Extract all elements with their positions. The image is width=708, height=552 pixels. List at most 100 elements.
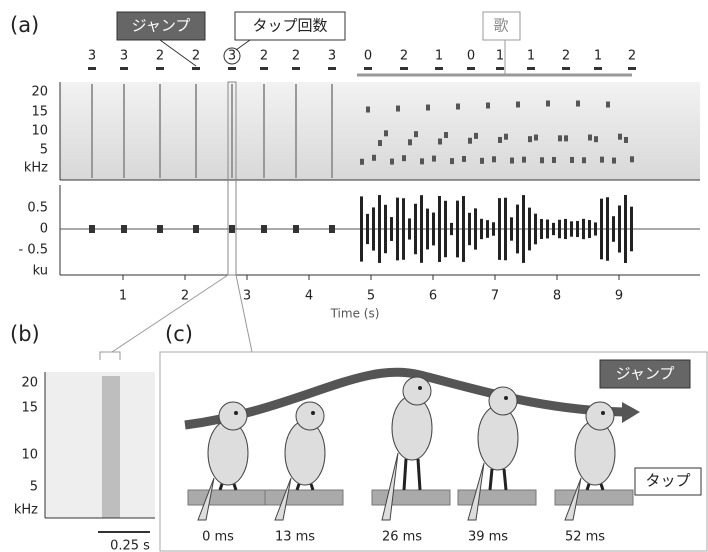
song-spec: [522, 157, 526, 163]
x-axis-label: Time (s): [330, 307, 380, 321]
tap-wave: [229, 225, 235, 233]
song-spec: [390, 159, 394, 165]
tap-count: 3: [120, 49, 128, 64]
bird-body: [478, 406, 518, 470]
song-spec: [600, 157, 604, 163]
scale-label: 0.25 s: [110, 539, 150, 552]
song-spec: [552, 157, 556, 163]
song-wave: [510, 217, 513, 240]
song-spec: [618, 134, 622, 140]
tap-count: 3: [88, 49, 96, 64]
tap-spec: [295, 84, 297, 178]
x-tick-label: 4: [305, 289, 313, 304]
song-wave: [504, 198, 507, 261]
bird-head: [489, 387, 517, 415]
tap-count-label: タップ回数: [252, 17, 327, 35]
song-wave: [624, 195, 627, 263]
tap-count: 2: [562, 49, 570, 64]
x-tick-label: 6: [429, 289, 437, 304]
song-spec: [438, 139, 442, 145]
x-tick-label: 1: [119, 289, 127, 304]
song-spec: [546, 100, 550, 106]
song-spec: [420, 158, 424, 164]
y-tick-label: 0.5: [27, 201, 48, 216]
tap-dash: [192, 67, 200, 70]
song-spec: [588, 135, 592, 141]
song-spec: [402, 155, 406, 161]
song-wave: [486, 220, 489, 238]
tap-count: 2: [260, 49, 268, 64]
bird-body: [285, 421, 325, 485]
song-spec: [612, 158, 616, 164]
song-spec: [378, 140, 382, 146]
song-wave: [522, 195, 525, 263]
perch: [555, 490, 633, 505]
tap-wave: [193, 225, 199, 233]
bird-body: [208, 421, 248, 485]
tap-dash: [527, 67, 535, 70]
song-wave: [534, 214, 537, 245]
tap-label: タップ: [645, 472, 690, 490]
tap-signal: [102, 376, 120, 518]
tap-spec: [91, 84, 93, 178]
song-wave: [480, 219, 483, 239]
tap-count: 2: [292, 49, 300, 64]
song-spec: [474, 133, 478, 139]
song-spec: [534, 135, 538, 141]
y-tick-label: 5: [40, 143, 48, 158]
y-tick-label: 5: [30, 480, 38, 495]
x-tick-label: 7: [491, 289, 499, 304]
song-wave: [384, 205, 387, 253]
song-wave: [600, 199, 603, 260]
bird-body: [392, 396, 432, 460]
song-spec: [480, 158, 484, 164]
tap-wave: [89, 225, 95, 233]
figure: (a) ジャンプ タップ回数 歌 kHz ku Time (s) (b) kHz…: [0, 0, 708, 552]
song-spec: [582, 157, 586, 163]
song-spec: [396, 106, 400, 112]
song-spec: [630, 156, 634, 162]
y-tick-label: - 0.5: [19, 243, 49, 258]
song-wave: [474, 208, 477, 249]
song-spec: [456, 104, 460, 110]
song-wave: [552, 223, 555, 235]
song-spec: [510, 158, 514, 164]
song-wave: [564, 219, 567, 239]
bird-eye: [418, 386, 422, 390]
song-spec: [486, 103, 490, 109]
jump-label: ジャンプ: [616, 365, 675, 383]
song-wave: [558, 220, 561, 239]
song-wave: [450, 223, 453, 235]
bird-eye: [234, 411, 238, 415]
song-wave: [378, 195, 381, 263]
tap-dash: [292, 67, 300, 70]
song-wave: [498, 198, 501, 260]
unit: kHz: [14, 503, 38, 518]
tap-wave: [329, 225, 335, 233]
song-wave: [390, 217, 393, 241]
tap-count: 2: [192, 49, 200, 64]
y-tick-label: 0: [40, 222, 48, 237]
perch: [372, 490, 450, 505]
song-spec: [372, 155, 376, 161]
tap-dash: [120, 67, 128, 70]
tap-count: 2: [156, 49, 164, 64]
song-spec: [444, 132, 448, 138]
tap-count: 1: [527, 49, 535, 64]
x-tick-label: 5: [367, 289, 375, 304]
perch: [265, 490, 343, 505]
panel-label: (b): [10, 322, 40, 346]
bird-head: [219, 402, 247, 430]
tap-count: 1: [435, 49, 443, 64]
unit: kHz: [24, 161, 48, 176]
tap-dash: [228, 67, 236, 70]
tap-spec: [195, 84, 197, 178]
y-tick-label: 20: [21, 376, 38, 391]
song-wave: [630, 207, 633, 252]
bird-eye: [601, 411, 605, 415]
song-spec: [594, 136, 598, 142]
song-spec: [576, 101, 580, 107]
x-tick-label: 8: [553, 289, 561, 304]
x-tick-label: 3: [243, 289, 251, 304]
tap-dash: [562, 67, 570, 70]
